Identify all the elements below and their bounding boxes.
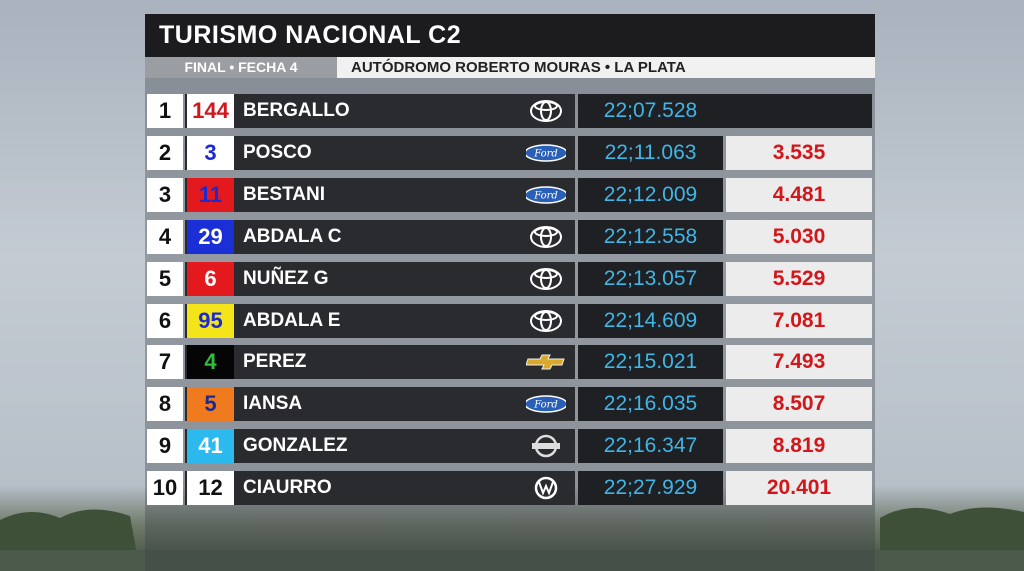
- logo-icon: [532, 434, 560, 458]
- gap: 4.481: [726, 177, 872, 212]
- logo-icon: [530, 100, 562, 122]
- svg-text:Ford: Ford: [533, 148, 558, 159]
- position: 2: [147, 135, 183, 170]
- total-time: 22;12.558: [578, 219, 723, 254]
- total-time: 22;27.929: [578, 471, 723, 506]
- brand-logo: [526, 267, 566, 291]
- car-number: 6: [187, 261, 234, 296]
- position: 6: [147, 303, 183, 338]
- driver: NUÑEZ G: [185, 261, 575, 296]
- logo-icon: [530, 225, 562, 248]
- gap: 5.529: [726, 261, 872, 296]
- brand-logo: [526, 434, 566, 458]
- driver: BESTANI: [185, 177, 575, 212]
- car-number: 144: [187, 94, 234, 128]
- position: 7: [147, 345, 183, 380]
- total-time: 22;16.347: [578, 429, 723, 464]
- position: 3: [147, 177, 183, 212]
- driver: ABDALA C: [185, 219, 575, 254]
- car-number: 3: [187, 135, 234, 170]
- brand-logo: [526, 225, 566, 249]
- logo-icon: Ford: [524, 395, 568, 414]
- car-number: 41: [187, 429, 234, 464]
- gap: 7.081: [726, 303, 872, 338]
- car-number: 4: [187, 345, 234, 380]
- driver: PEREZ: [185, 345, 575, 380]
- logo-icon: [525, 354, 565, 370]
- car-number: 11: [187, 177, 234, 212]
- logo-icon: Ford: [524, 186, 568, 204]
- position: 8: [147, 387, 183, 422]
- total-time: 22;11.063: [578, 135, 723, 170]
- tree-line: [0, 507, 1024, 571]
- driver: GONZALEZ: [185, 429, 575, 464]
- total-time: 22;14.609: [578, 303, 723, 338]
- gap-empty: [723, 94, 872, 128]
- total-time: 22;07.528: [578, 94, 723, 128]
- position: 5: [147, 261, 183, 296]
- brand-logo: Ford: [524, 183, 568, 207]
- brand-logo: Ford: [524, 392, 568, 416]
- total-time: 22;12.009: [578, 177, 723, 212]
- total-time: 22;13.057: [578, 261, 723, 296]
- logo-icon: [534, 476, 558, 500]
- position: 10: [147, 471, 183, 506]
- brand-logo: [526, 99, 566, 123]
- round: FINAL • FECHA 4: [145, 57, 337, 78]
- brand-logo: [526, 476, 566, 500]
- driver: BERGALLO: [185, 94, 575, 128]
- gap: 8.819: [726, 429, 872, 464]
- gap: 7.493: [726, 345, 872, 380]
- brand-logo: [525, 350, 566, 374]
- driver: POSCO: [185, 135, 575, 170]
- svg-text:Ford: Ford: [533, 190, 558, 201]
- logo-icon: Ford: [524, 144, 568, 162]
- title: TURISMO NACIONAL C2: [145, 14, 875, 57]
- car-number: 95: [187, 303, 234, 338]
- car-number: 29: [187, 219, 234, 254]
- driver: ABDALA E: [185, 303, 575, 338]
- brand-logo: [526, 309, 566, 333]
- driver: IANSA: [185, 387, 575, 422]
- car-number: 5: [187, 387, 234, 422]
- position: 4: [147, 219, 183, 254]
- brand-logo: Ford: [524, 141, 568, 165]
- position: 9: [147, 429, 183, 464]
- gap: 5.030: [726, 219, 872, 254]
- gap: 20.401: [726, 471, 872, 506]
- car-number: 12: [187, 471, 234, 506]
- svg-text:Ford: Ford: [533, 400, 558, 411]
- gap: 3.535: [726, 135, 872, 170]
- logo-icon: [530, 309, 562, 332]
- driver: CIAURRO: [185, 471, 575, 506]
- position: 1: [147, 94, 183, 128]
- total-time: 22;15.021: [578, 345, 723, 380]
- gap: 8.507: [726, 387, 872, 422]
- total-time: 22;16.035: [578, 387, 723, 422]
- venue: AUTÓDROMO ROBERTO MOURAS • LA PLATA: [337, 57, 875, 78]
- logo-icon: [530, 267, 562, 290]
